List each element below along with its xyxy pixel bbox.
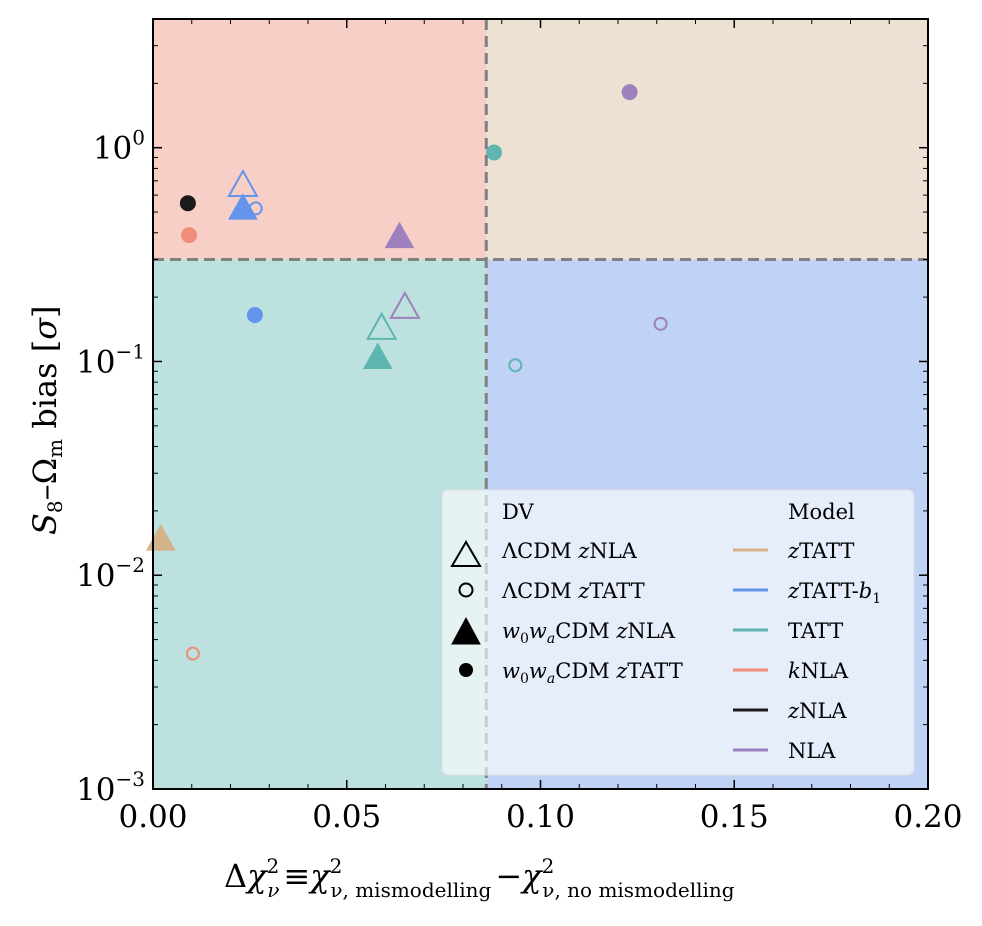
point-nla-lcdm-znla [389, 290, 421, 319]
point-tatt-lcdm-znla [365, 311, 398, 340]
legend: DV Model ΛCDM zNLA ΛCDM zTATT w0waCDM zN… [441, 489, 915, 776]
x-tick-label-3: 0.15 [700, 799, 769, 835]
legend-label-nla: NLA [788, 739, 836, 763]
point-tatt-lcdm-ztatt [508, 358, 523, 373]
legend-label-ztatt-b1: zTATT-b1 [787, 579, 881, 607]
tick-labels: 0.00 0.05 0.10 0.15 0.20 10−3 10−2 10−1 100 [76, 126, 962, 835]
legend-label-ztatt: zTATT [787, 539, 854, 563]
x-tick-label-1: 0.05 [312, 799, 381, 835]
legend-box [441, 489, 915, 776]
legend-marker-lcdm-ztatt [458, 582, 474, 598]
plot-frame [152, 18, 929, 790]
y-tick-label-3: 100 [93, 126, 145, 167]
point-nla-lcdm-ztatt [653, 316, 668, 331]
y-tick-label-0: 10−3 [76, 767, 145, 808]
y-tick-label-2: 10−1 [76, 339, 145, 380]
legend-marker-lcdm-znla [450, 540, 482, 567]
legend-marker-w0wa-znla [451, 616, 481, 645]
point-tatt-w0wa-znla [362, 342, 393, 370]
point-znla-w0wa-ztatt [179, 195, 196, 212]
legend-label-w0wa-ztatt: w0waCDM zTATT [502, 659, 683, 687]
legend-label-w0wa-znla: w0waCDM zNLA [502, 619, 676, 647]
legend-label-lcdm-ztatt: ΛCDM zTATT [501, 579, 645, 603]
legend-label-tatt: TATT [788, 619, 843, 643]
quadrant-upper-right [486, 19, 928, 260]
y-tick-label-1: 10−2 [76, 553, 145, 594]
point-nla-w0wa-ztatt [621, 84, 638, 101]
point-ztatt-b1-lcdm-ztatt [248, 201, 263, 216]
quadrant-lower-left [153, 259, 487, 789]
legend-label-lcdm-znla: ΛCDM zNLA [501, 539, 638, 563]
point-nla-w0wa-znla [384, 221, 415, 249]
point-ztatt-b1-w0wa-ztatt [246, 306, 263, 323]
point-tatt-w0wa-ztatt [486, 144, 502, 161]
legend-marker-w0wa-ztatt [459, 663, 473, 677]
legend-label-knla: kNLA [788, 659, 849, 683]
point-knla-lcdm-ztatt [185, 646, 200, 661]
x-axis-label: Δχ2 ν ≡χ2 ν, mismodelling −χ2 ν, no mismodell… [224, 854, 735, 902]
threshold-lines [153, 19, 928, 789]
point-knla-w0wa-ztatt [181, 227, 198, 244]
legend-title-dv: DV [502, 500, 534, 524]
legend-title-model: Model [788, 500, 855, 524]
data-points [145, 84, 668, 661]
x-tick-label-2: 0.10 [506, 799, 575, 835]
x-tick-label-0: 0.00 [118, 799, 187, 835]
quadrant-upper-left [153, 19, 487, 260]
legend-label-znla: zNLA [787, 699, 847, 723]
y-axis-label: S8–Ωm bias [σ] [26, 305, 67, 535]
x-tick-label-4: 0.20 [893, 799, 962, 835]
